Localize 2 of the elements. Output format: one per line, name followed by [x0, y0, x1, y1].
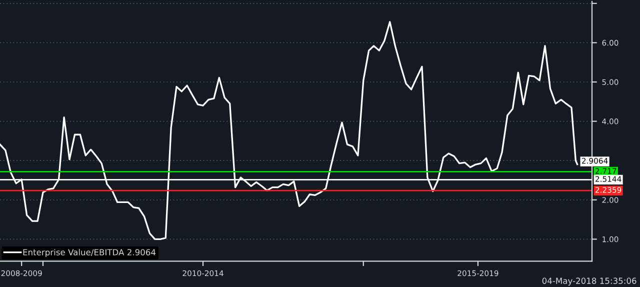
series-label: Enterprise Value/EBITDA 2.9064 [23, 248, 156, 258]
text: 04-May-2018 15:35:06 [542, 278, 636, 286]
